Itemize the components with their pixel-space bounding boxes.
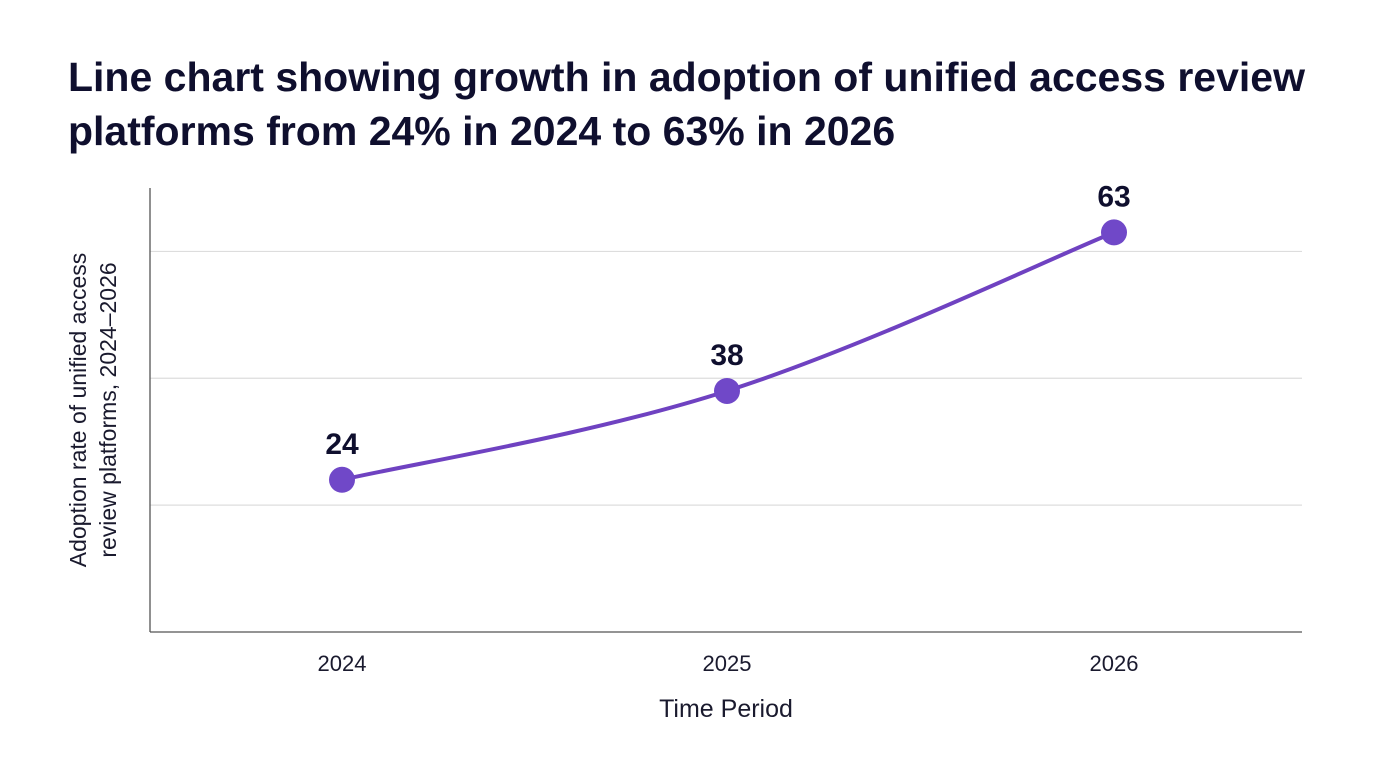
x-tick-label-2025: 2025: [703, 651, 752, 676]
x-axis-title: Time Period: [659, 695, 793, 723]
data-point-2024: [329, 466, 355, 493]
chart-title: Line chart showing growth in adoption of…: [68, 54, 1305, 154]
x-tick-label-2024: 2024: [318, 651, 367, 676]
data-labels: 24 38 63: [325, 180, 1130, 460]
x-tick-label-2026: 2026: [1090, 651, 1139, 676]
x-tick-labels: 2024 2025 2026: [318, 651, 1139, 676]
data-point-2026: [1101, 219, 1127, 246]
data-point-2025: [714, 377, 740, 404]
data-label-2024: 24: [325, 428, 359, 461]
data-label-2025: 38: [710, 339, 743, 372]
y-axis-title: Adoption rate of unified access review pl…: [65, 253, 121, 568]
data-points: [329, 219, 1127, 493]
data-label-2026: 63: [1097, 180, 1130, 213]
y-axis-title-text: Adoption rate of unified access review pl…: [65, 253, 121, 568]
